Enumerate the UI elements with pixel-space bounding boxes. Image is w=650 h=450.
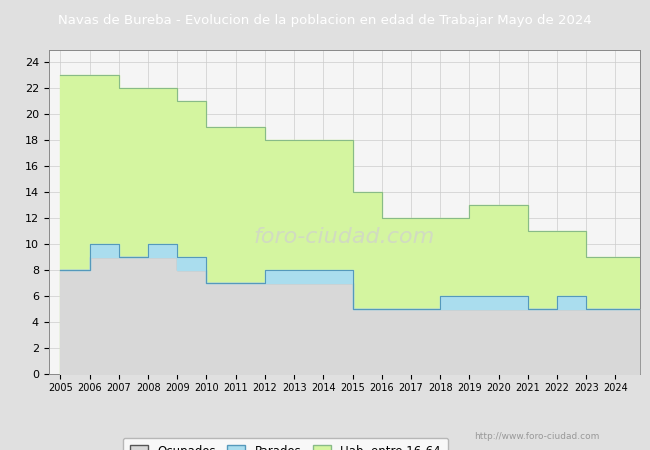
Legend: Ocupados, Parados, Hab. entre 16-64: Ocupados, Parados, Hab. entre 16-64	[123, 437, 448, 450]
Text: Navas de Bureba - Evolucion de la poblacion en edad de Trabajar Mayo de 2024: Navas de Bureba - Evolucion de la poblac…	[58, 14, 592, 27]
Text: foro-ciudad.com: foro-ciudad.com	[254, 227, 435, 248]
Text: http://www.foro-ciudad.com: http://www.foro-ciudad.com	[474, 432, 600, 441]
